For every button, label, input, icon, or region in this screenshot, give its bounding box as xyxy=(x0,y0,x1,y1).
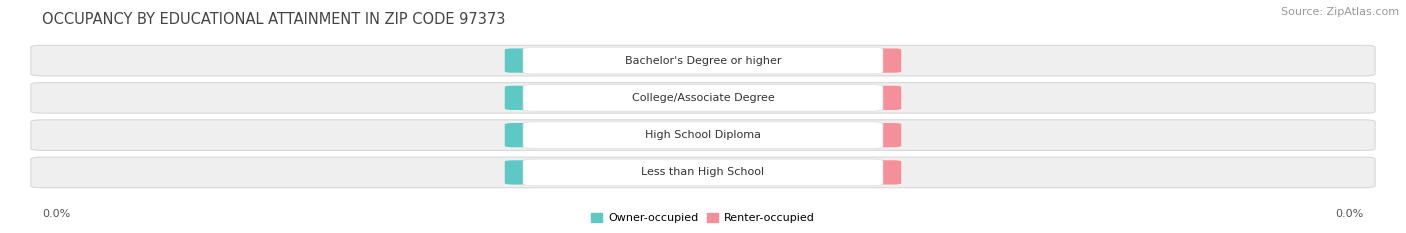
FancyBboxPatch shape xyxy=(702,160,901,185)
Text: 0.0%: 0.0% xyxy=(591,168,619,177)
FancyBboxPatch shape xyxy=(31,120,1375,151)
Text: 0.0%: 0.0% xyxy=(591,130,619,140)
Text: Bachelor's Degree or higher: Bachelor's Degree or higher xyxy=(624,56,782,65)
FancyBboxPatch shape xyxy=(523,47,883,74)
FancyBboxPatch shape xyxy=(505,123,704,147)
FancyBboxPatch shape xyxy=(702,86,901,110)
FancyBboxPatch shape xyxy=(31,82,1375,113)
Text: High School Diploma: High School Diploma xyxy=(645,130,761,140)
Text: 0.0%: 0.0% xyxy=(787,93,815,103)
FancyBboxPatch shape xyxy=(523,159,883,186)
Text: 0.0%: 0.0% xyxy=(42,209,70,219)
Text: 0.0%: 0.0% xyxy=(591,56,619,65)
FancyBboxPatch shape xyxy=(505,48,704,73)
Text: 0.0%: 0.0% xyxy=(787,56,815,65)
Text: Source: ZipAtlas.com: Source: ZipAtlas.com xyxy=(1281,7,1399,17)
Text: 0.0%: 0.0% xyxy=(787,130,815,140)
Text: OCCUPANCY BY EDUCATIONAL ATTAINMENT IN ZIP CODE 97373: OCCUPANCY BY EDUCATIONAL ATTAINMENT IN Z… xyxy=(42,12,506,27)
Legend: Owner-occupied, Renter-occupied: Owner-occupied, Renter-occupied xyxy=(586,208,820,227)
FancyBboxPatch shape xyxy=(523,85,883,111)
Text: College/Associate Degree: College/Associate Degree xyxy=(631,93,775,103)
FancyBboxPatch shape xyxy=(31,45,1375,76)
FancyBboxPatch shape xyxy=(702,48,901,73)
Text: 0.0%: 0.0% xyxy=(787,168,815,177)
FancyBboxPatch shape xyxy=(505,86,704,110)
FancyBboxPatch shape xyxy=(702,123,901,147)
FancyBboxPatch shape xyxy=(31,157,1375,188)
Text: Less than High School: Less than High School xyxy=(641,168,765,177)
Text: 0.0%: 0.0% xyxy=(1336,209,1364,219)
FancyBboxPatch shape xyxy=(523,122,883,148)
Text: 0.0%: 0.0% xyxy=(591,93,619,103)
FancyBboxPatch shape xyxy=(505,160,704,185)
